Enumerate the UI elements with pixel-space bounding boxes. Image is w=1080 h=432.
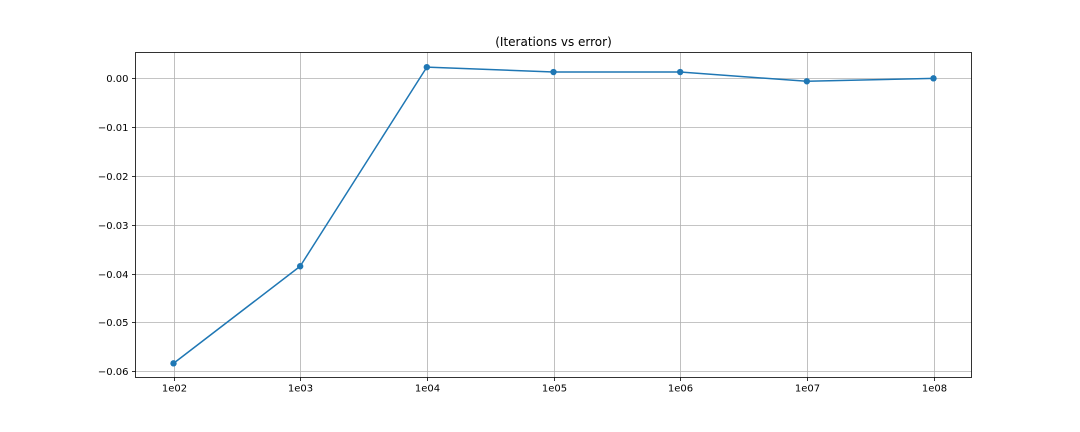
data-point bbox=[296, 263, 304, 270]
data-point bbox=[170, 360, 177, 367]
grid-lines bbox=[135, 52, 972, 378]
x-tick-label: 1e08 bbox=[922, 384, 947, 395]
data-point bbox=[550, 68, 557, 76]
x-tick-label: 1e04 bbox=[415, 384, 440, 395]
y-axis-ticks: 0.00 −0.01 −0.02 −0.03 −0.04 −0.05 −0.06 bbox=[98, 74, 136, 378]
series-line bbox=[173, 66, 934, 364]
x-tick-label: 1e07 bbox=[795, 384, 820, 395]
x-tick-label: 1e02 bbox=[162, 384, 187, 395]
data-point bbox=[930, 75, 937, 82]
x-tick-label: 1e05 bbox=[542, 384, 567, 395]
data-point bbox=[423, 63, 431, 71]
data-point bbox=[803, 78, 811, 85]
y-tick-label: −0.01 bbox=[98, 123, 129, 134]
y-tick-label: −0.05 bbox=[98, 318, 129, 329]
data-point bbox=[676, 68, 684, 76]
y-tick-label: 0.00 bbox=[106, 74, 128, 85]
y-tick-label: −0.06 bbox=[98, 367, 129, 378]
y-tick-label: −0.03 bbox=[98, 221, 129, 232]
y-tick-label: −0.04 bbox=[98, 270, 129, 281]
x-tick-label: 1e06 bbox=[668, 384, 693, 395]
x-axis-ticks: 1e02 1e03 1e04 1e05 1e06 1e07 1e08 bbox=[162, 377, 947, 395]
chart-title: (Iterations vs error) bbox=[495, 35, 612, 49]
x-tick-label: 1e03 bbox=[288, 384, 313, 395]
plot-frame bbox=[135, 52, 972, 378]
series-layer bbox=[170, 63, 937, 367]
y-tick-label: −0.02 bbox=[98, 172, 129, 183]
